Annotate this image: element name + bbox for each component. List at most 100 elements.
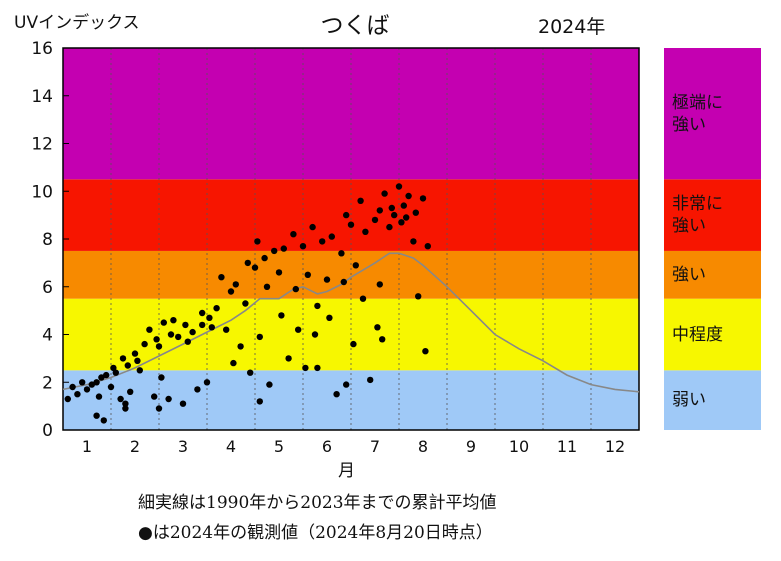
data-point [326,314,333,321]
x-tick-label: 11 [557,437,577,456]
data-point [134,357,141,364]
data-point [395,183,403,190]
legend-label-4: 極端に 強い [672,92,723,135]
data-point [347,221,355,228]
data-point [309,223,316,231]
data-point [155,405,163,412]
data-point [93,412,100,419]
data-point [371,216,379,224]
data-point [256,398,263,405]
data-point [208,324,215,331]
data-point [117,395,124,403]
uv-band-3 [63,179,639,251]
data-point [263,283,271,290]
x-tick-label: 3 [178,437,188,456]
data-point [158,374,165,381]
data-point [374,324,381,331]
data-point [242,300,249,307]
year-label: 2024年 [538,16,606,38]
data-point [422,348,429,355]
data-point [424,243,431,250]
data-point [112,369,120,376]
data-point [295,326,302,333]
data-point [403,214,410,221]
data-point [302,364,309,372]
data-point [278,312,285,319]
data-point [359,295,367,302]
data-point [386,223,393,231]
data-point [160,319,167,326]
x-axis-ticks: 1 2 3 4 5 6 7 8 9 10 11 12 [82,437,625,456]
y-axis-label: UVインデックス [14,13,140,33]
data-point [107,383,115,391]
chart-title: つくば [320,13,390,39]
data-point [388,204,395,212]
data-point [79,379,86,386]
y-tick-label: 0 [42,421,53,441]
data-point [275,269,283,276]
data-point [151,393,158,400]
data-point [333,391,340,398]
data-point [266,381,273,388]
data-point [237,343,244,350]
data-point [419,195,427,202]
data-point [98,374,105,381]
data-point [251,264,259,271]
x-tick-label: 9 [466,437,476,456]
data-point [103,371,110,379]
data-point [199,309,206,317]
legend-swatch-1 [664,298,761,371]
data-point [213,305,220,312]
data-point [136,367,143,374]
data-point [88,381,96,388]
data-point [155,343,163,350]
data-point [223,326,230,333]
data-point [179,400,187,407]
y-tick-label: 8 [42,230,53,250]
legend-swatch-2 [664,250,761,299]
data-point [175,333,182,341]
data-point [410,238,417,245]
legend-item-4: 極端に 強い [664,48,761,179]
legend-item-2: 強い [664,251,761,299]
data-point [350,340,357,348]
x-tick-label: 5 [274,437,284,456]
data-point [170,317,177,324]
data-point [285,355,292,362]
data-point [199,321,206,329]
month-gridlines [110,48,592,430]
data-point [352,262,359,269]
data-point [122,405,129,412]
data-point [100,417,108,424]
uv-band-0 [63,370,639,430]
data-point [203,379,211,386]
data-point [146,326,153,333]
data-point [93,379,100,386]
legend-swatch-3 [664,179,761,251]
data-point [119,355,127,362]
data-point [182,321,189,329]
data-point [290,231,297,238]
data-point [304,271,311,278]
data-point [412,209,419,216]
y-axis-ticks: 0 2 4 6 8 10 12 14 16 [31,39,69,441]
data-point [280,245,287,252]
data-point [167,331,175,338]
data-point [254,238,261,245]
data-point [64,395,72,403]
data-point [232,281,239,288]
data-point [357,197,364,204]
legend-label-1: 中程度 [672,324,723,345]
y-tick-label: 16 [31,39,53,59]
data-point [131,350,139,357]
y-tick-label: 12 [31,135,53,155]
x-tick-label: 1 [82,437,92,456]
data-point [328,233,335,240]
data-point [184,338,191,345]
data-point [299,243,307,250]
data-point [124,362,131,369]
legend-label-2: 強い [672,264,706,285]
note-observations: ●は2024年の観測値（2024年8月20日時点） [138,523,493,543]
data-point [153,336,160,343]
